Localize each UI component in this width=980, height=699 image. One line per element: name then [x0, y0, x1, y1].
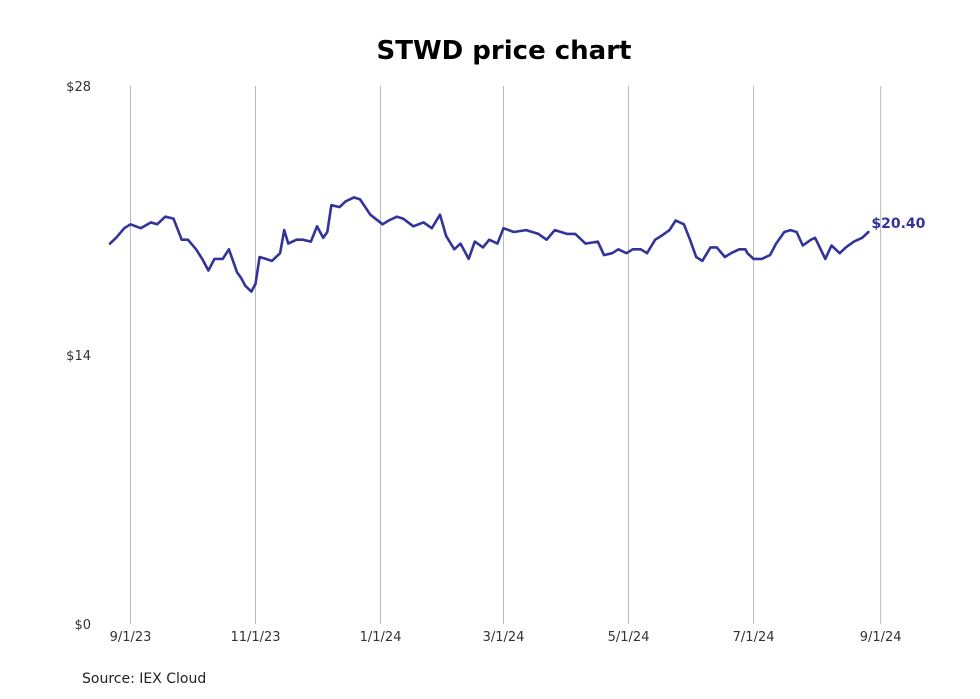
- last-price-label: $20.40: [871, 216, 925, 232]
- x-tick-label: 9/1/23: [110, 630, 152, 645]
- x-tick-label: 3/1/24: [483, 630, 525, 645]
- plot-area: [108, 196, 870, 293]
- price-line: [108, 196, 870, 293]
- y-tick-label: $28: [66, 80, 91, 95]
- x-tick-label: 11/1/23: [230, 630, 280, 645]
- vertical-gridlines: [129, 86, 882, 624]
- x-tick-label: 7/1/24: [733, 630, 775, 645]
- y-tick-label: $14: [66, 349, 91, 364]
- source-note: Source: IEX Cloud: [82, 671, 206, 687]
- y-axis-ticks: $0 $14 $28: [66, 80, 91, 633]
- y-tick-label: $0: [74, 618, 91, 633]
- x-axis-ticks: 9/1/23 11/1/23 1/1/24 3/1/24 5/1/24 7/1/24 9/1…: [110, 630, 902, 645]
- x-tick-label: 5/1/24: [608, 630, 650, 645]
- chart-title: STWD price chart: [377, 36, 632, 66]
- annotations: $20.40: [871, 216, 925, 232]
- x-tick-label: 9/1/24: [860, 630, 902, 645]
- x-tick-label: 1/1/24: [360, 630, 402, 645]
